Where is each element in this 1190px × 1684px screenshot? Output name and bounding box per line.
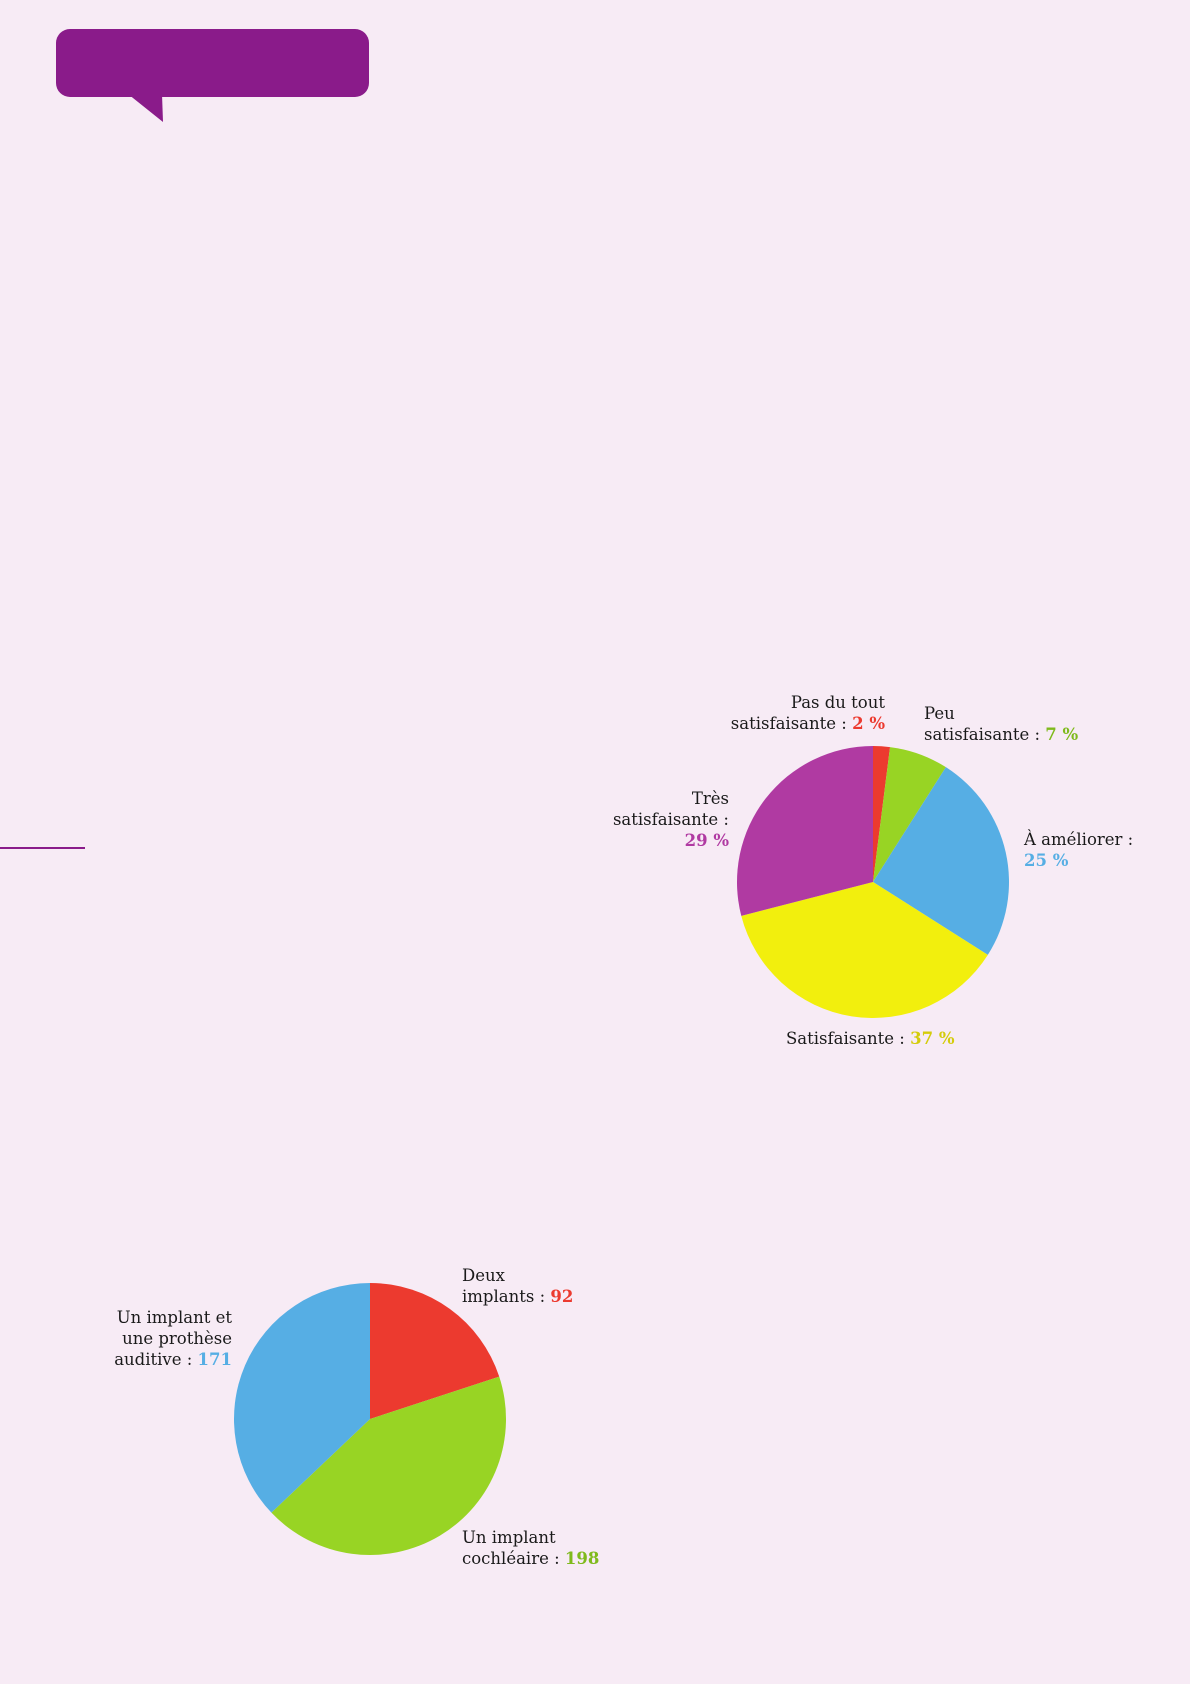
pie2-label-deux: Deux implants : 92 — [462, 1265, 573, 1307]
pie2-label-prothese-line3: auditive : — [114, 1350, 193, 1369]
pie1-label-ameliorer: À améliorer : 25 % — [1024, 829, 1133, 871]
pie2-value-deux: 92 — [550, 1287, 574, 1306]
pie2-label-deux-line1: Deux — [462, 1266, 505, 1285]
pie1-label-tres-line2: satisfaisante : — [612, 810, 729, 829]
pie1-label-tres-line1: Très — [691, 789, 729, 808]
pie1-slice-4 — [737, 746, 873, 916]
pie2-label-cochleaire-line2: cochléaire : — [462, 1549, 560, 1568]
speech-bubble-tail — [128, 94, 163, 122]
pie1-label-tres: Très satisfaisante : 29 % — [600, 788, 729, 851]
pie2-value-prothese: 171 — [197, 1350, 232, 1369]
pie2-label-prothese-line2: une prothèse — [122, 1329, 232, 1348]
header-speech-bubble — [56, 29, 369, 97]
pie1-label-satisfaisante-line1: Satisfaisante : — [786, 1029, 905, 1048]
pie1-value-satisfaisante: 37 % — [910, 1029, 955, 1048]
pie1-label-peu-line2: satisfaisante : — [924, 725, 1041, 744]
pie1-label-peu: Peu satisfaisante : 7 % — [924, 703, 1078, 745]
pie1-label-pas-du-tout: Pas du tout satisfaisante : 2 % — [700, 692, 885, 734]
pie1-slice-0 — [873, 746, 891, 882]
pie1-value-pas-du-tout: 2 % — [852, 714, 885, 733]
pie1-slice-1 — [873, 747, 946, 882]
pie2-value-cochleaire: 198 — [564, 1549, 600, 1568]
pie2-slice-1 — [271, 1376, 506, 1555]
pie2-slice-2 — [234, 1283, 370, 1513]
pie1-value-tres: 29 % — [684, 831, 729, 850]
pie2-label-prothese-line1: Un implant et — [116, 1308, 232, 1327]
pie1-label-satisfaisante: Satisfaisante : 37 % — [786, 1028, 955, 1049]
pie1-label-ameliorer-line1: À améliorer : — [1024, 830, 1134, 849]
pie1-slice-3 — [741, 882, 988, 1019]
pie1-label-peu-line1: Peu — [924, 704, 955, 723]
pie2-label-cochleaire: Un implant cochléaire : 198 — [462, 1527, 599, 1569]
pie1-value-ameliorer: 25 % — [1024, 851, 1069, 870]
pie2-label-prothese: Un implant et une prothèse auditive : 17… — [100, 1307, 232, 1370]
section-divider — [0, 847, 85, 849]
pie2-slice-0 — [370, 1283, 500, 1419]
pie1-label-pas-line1: Pas du tout — [790, 693, 885, 712]
pie2-label-cochleaire-line1: Un implant — [462, 1528, 556, 1547]
pie1-label-pas-line2: satisfaisante : — [730, 714, 847, 733]
pie1-slice-2 — [873, 767, 1010, 955]
pie1-value-peu: 7 % — [1045, 725, 1079, 744]
pie2-label-deux-line2: implants : — [462, 1287, 546, 1306]
